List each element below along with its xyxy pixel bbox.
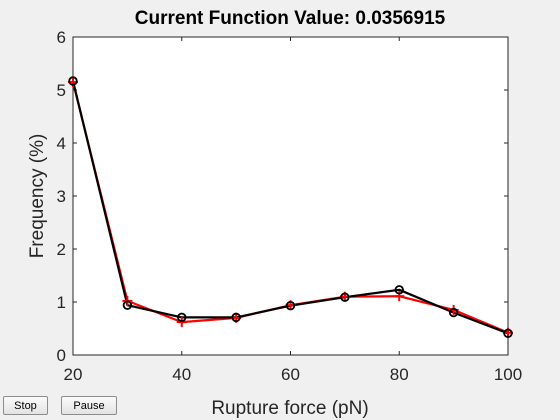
- y-tick-label: 4: [57, 134, 66, 153]
- axis-ticks: 20 40 60 80 100 0 1 2 3 4 5 6: [57, 28, 523, 384]
- circle-marker: [503, 328, 513, 338]
- x-tick-label: 40: [172, 365, 191, 384]
- circle-marker: [285, 301, 296, 311]
- circle-marker: [122, 300, 133, 310]
- circle-marker: [231, 312, 241, 323]
- circle-marker: [448, 307, 459, 318]
- pause-button[interactable]: Pause: [61, 396, 117, 415]
- x-tick-label: 20: [64, 365, 83, 384]
- y-tick-label: 0: [57, 346, 66, 365]
- y-axis-label: Frequency (%): [27, 134, 48, 259]
- circle-marker: [340, 292, 350, 302]
- y-tick-label: 6: [57, 28, 66, 47]
- stop-button[interactable]: Stop: [3, 396, 48, 415]
- plot-markers: [68, 76, 513, 338]
- y-tick-label: 3: [57, 187, 66, 206]
- circle-marker: [177, 312, 187, 323]
- x-tick-label: 100: [494, 365, 522, 384]
- y-tick-label: 1: [57, 293, 66, 312]
- y-tick-label: 2: [57, 240, 66, 259]
- circle-marker: [394, 285, 404, 295]
- x-tick-label: 80: [390, 365, 409, 384]
- chart-title: Current Function Value: 0.0356915: [135, 8, 446, 29]
- plus-marker: [176, 317, 187, 328]
- x-axis-label: Rupture force (pN): [211, 398, 368, 419]
- y-tick-label: 5: [57, 81, 66, 100]
- circle-marker: [68, 76, 78, 86]
- x-tick-label: 60: [281, 365, 300, 384]
